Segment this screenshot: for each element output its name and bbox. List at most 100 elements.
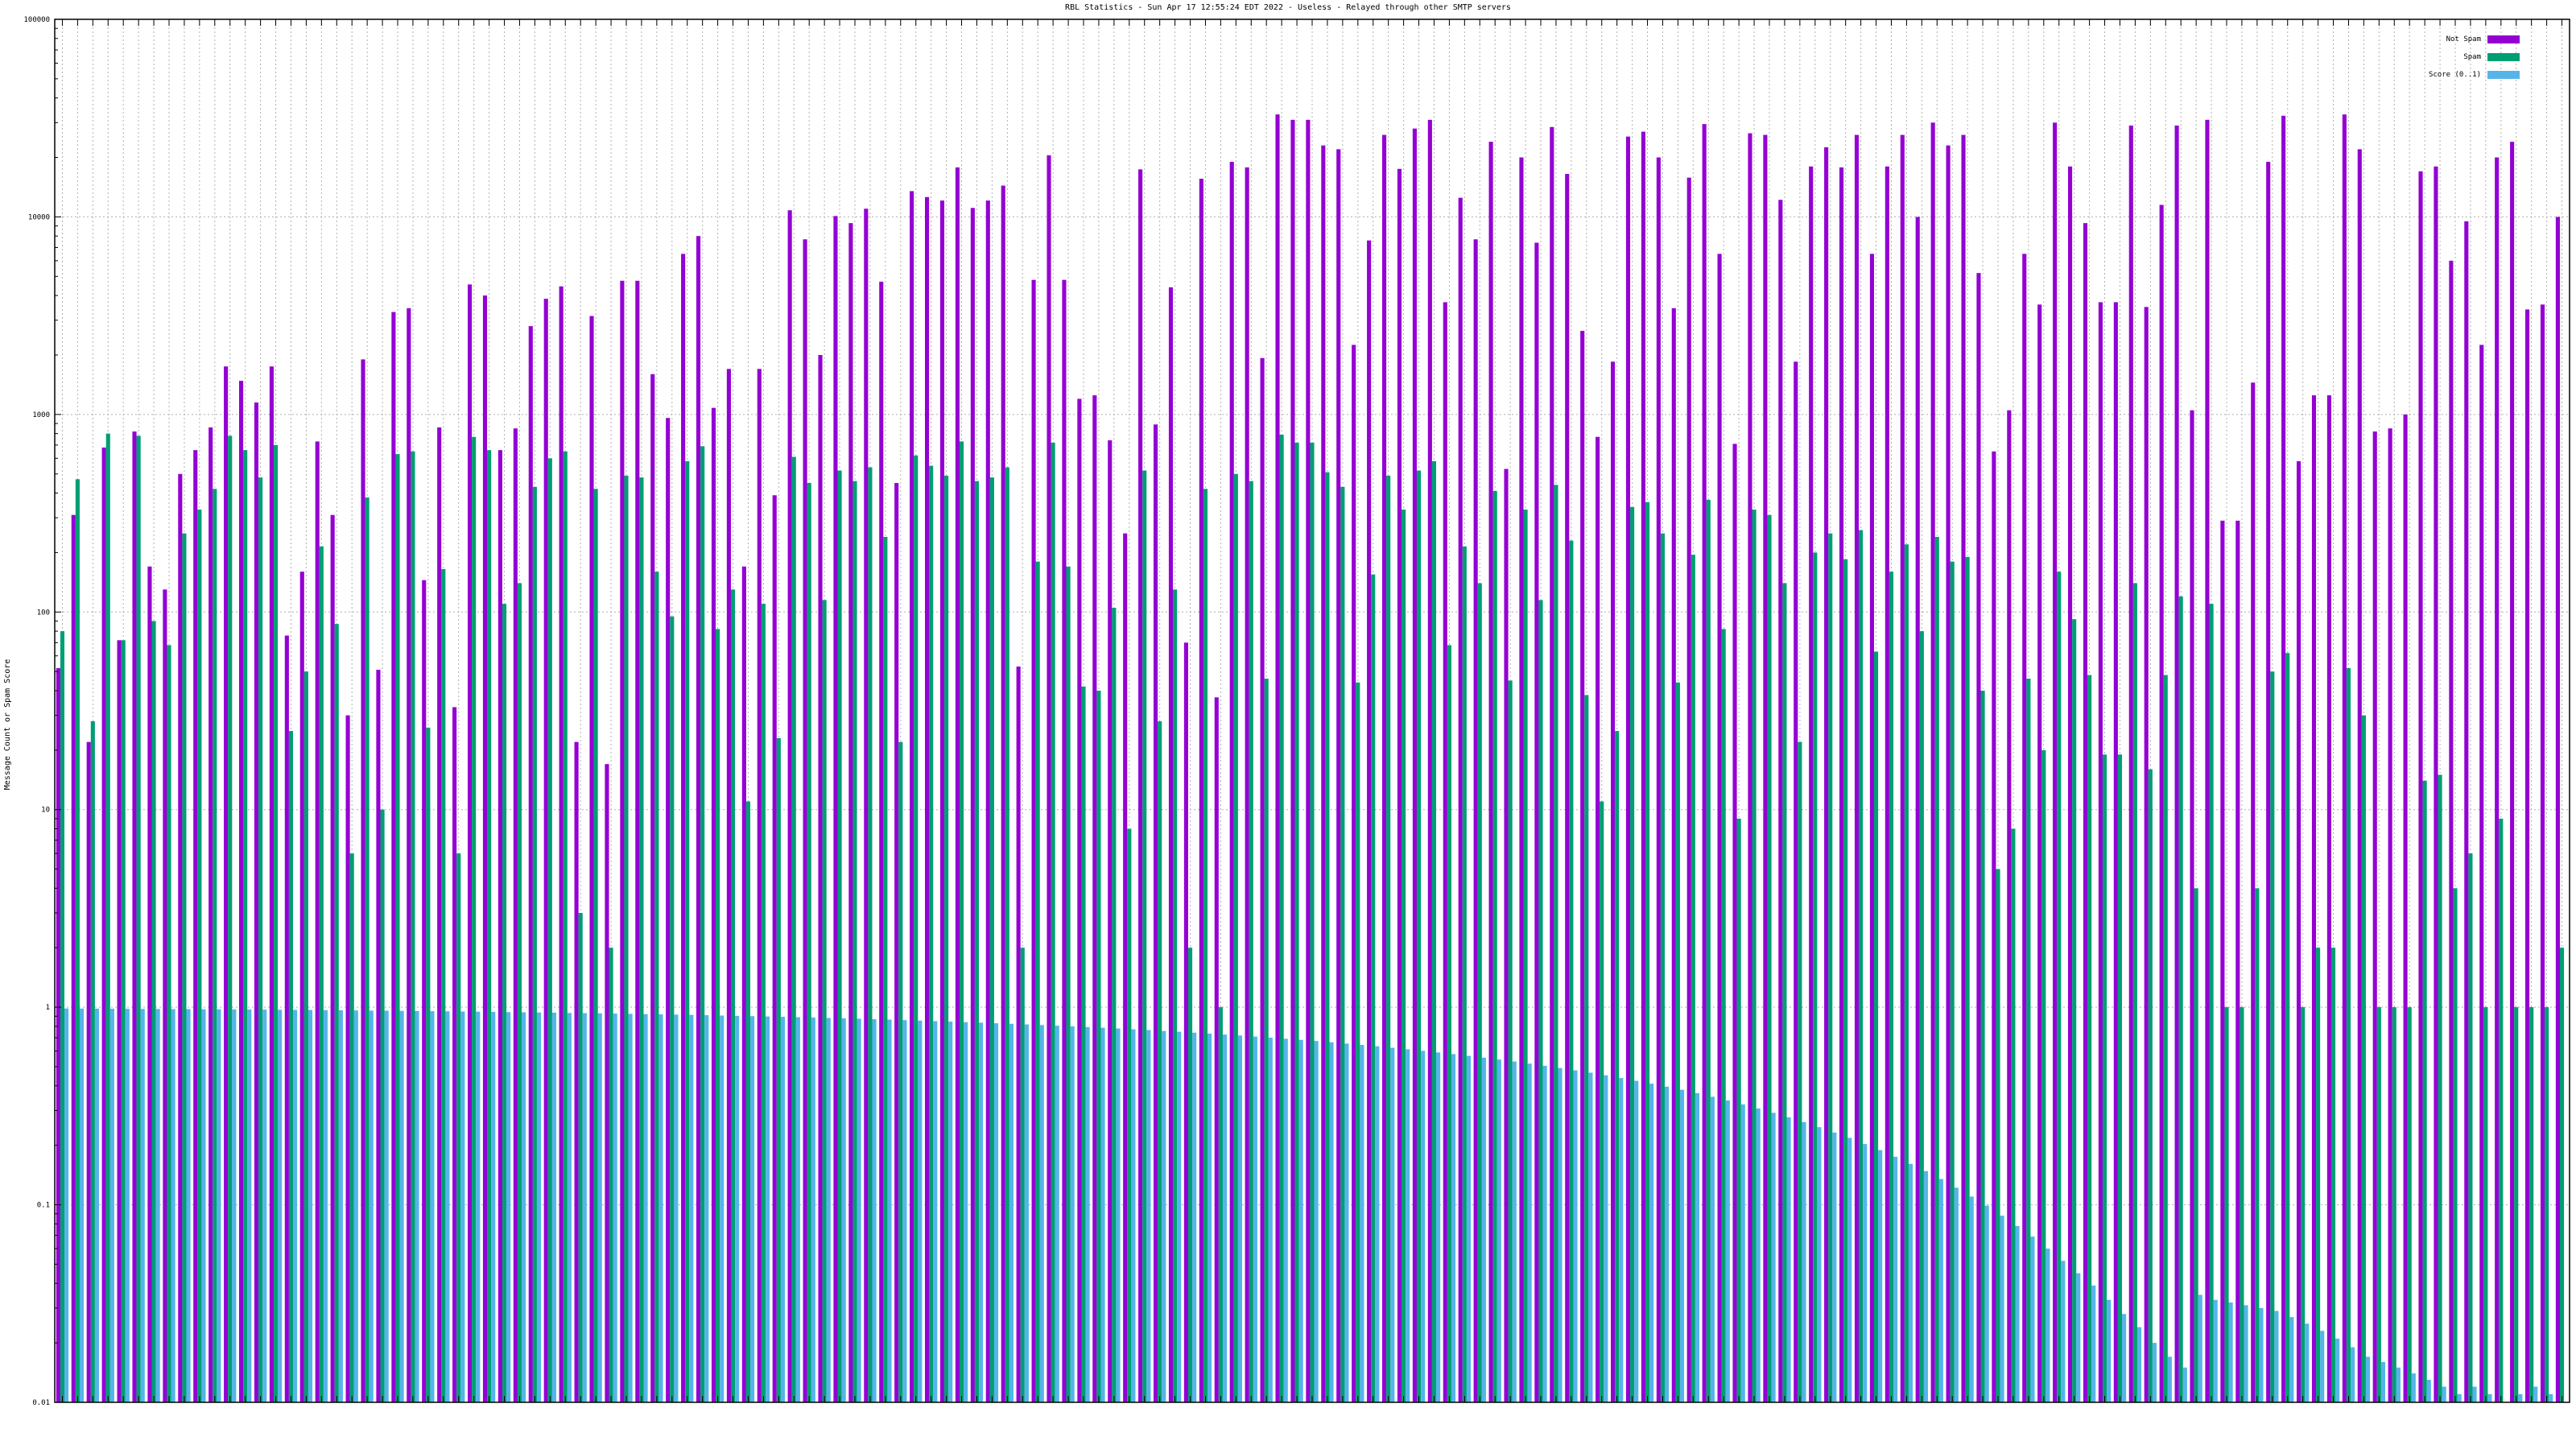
not-spam-bar [2540,304,2545,1403]
score-bar [689,1014,694,1402]
spam-bar [1218,1007,1223,1402]
spam-bar [1264,679,1269,1402]
score-bar [2320,1331,2325,1402]
score-bar [2015,1226,2020,1402]
score-bar [628,1013,633,1402]
spam-bar [1615,731,1620,1402]
spam-bar [517,583,522,1402]
not-spam-bar [681,254,686,1402]
spam-bar [1569,540,1574,1403]
not-spam-bar [864,208,869,1402]
not-spam-bar [2190,410,2194,1402]
not-spam-bar [1900,134,1905,1402]
spam-bar [2483,1007,2488,1402]
not-spam-bar [2342,114,2347,1403]
spam-bar [898,741,903,1402]
plot-frame [54,19,2570,1403]
spam-bar [1402,510,1406,1402]
not-spam-bar [1412,128,1417,1402]
not-spam-bar [1062,279,1067,1402]
spam-bar [807,482,811,1402]
score-bar [826,1018,831,1402]
spam-bar [685,460,690,1402]
spam-bar [1584,695,1589,1402]
spam-bar [868,467,873,1402]
not-spam-bar [1596,436,1600,1402]
spam-bar [1904,544,1909,1403]
score-bar [1863,1144,1868,1402]
score-bar [2533,1386,2538,1402]
not-spam-bar [1854,134,1860,1402]
score-bar [2046,1249,2050,1402]
not-spam-bar [803,239,807,1402]
score-bar [2152,1343,2157,1402]
score-bar [1451,1054,1456,1402]
not-spam-bar [666,418,671,1403]
spam-bar [1477,583,1482,1402]
not-spam-bar [1183,642,1188,1402]
spam-bar [2240,1007,2244,1402]
score-bar [1100,1027,1105,1402]
not-spam-bar [1839,167,1844,1402]
not-spam-bar [1077,398,1082,1402]
score-bar [536,1012,542,1402]
not-spam-bar [163,589,167,1402]
spam-bar [974,481,980,1402]
not-spam-bar [1046,155,1051,1402]
spam-bar [228,436,233,1402]
score-bar [1116,1028,1121,1402]
score-bar [186,1009,191,1402]
spam-bar [2514,1007,2519,1402]
spam-bar [791,456,796,1402]
score-bar [2122,1314,2127,1402]
spam-bar [776,737,781,1402]
spam-bar [2330,947,2336,1402]
not-spam-bar [2281,115,2286,1403]
score-bar [2457,1393,2462,1402]
not-spam-bar [1961,134,1966,1402]
not-spam-bar [1671,308,1676,1402]
spam-bar [349,853,354,1402]
not-spam-bar [726,369,731,1403]
not-spam-bar [361,359,365,1402]
not-spam-bar [1229,162,1234,1402]
score-bar [1360,1045,1364,1402]
score-bar [902,1020,907,1402]
not-spam-bar [178,473,183,1402]
score-bar [369,1010,374,1402]
score-bar [1237,1035,1243,1402]
not-spam-bar [894,482,899,1402]
legend-swatch [2487,71,2520,79]
score-bar [2259,1307,2264,1402]
score-bar [171,1009,175,1402]
score-bar [2228,1302,2233,1402]
spam-bar [1736,818,1741,1402]
score-bar [247,1009,252,1402]
score-bar [1786,1117,1791,1402]
spam-bar [1965,556,1970,1403]
score-bar [613,1013,617,1402]
score-bar [964,1022,968,1402]
spam-bar [288,731,294,1402]
score-bar [1756,1108,1761,1402]
not-spam-bar [2326,395,2331,1403]
not-spam-bar [1397,168,1402,1403]
not-spam-bar [2037,304,2042,1403]
legend-label: Not Spam [2446,35,2481,43]
spam-bar [2087,675,2092,1402]
spam-bar [213,489,217,1402]
not-spam-bar [1946,145,1951,1402]
score-bar [1938,1179,1943,1402]
score-bar [338,1009,343,1402]
not-spam-bar [2418,171,2423,1402]
score-bar [1436,1052,1441,1402]
score-bar [2518,1393,2523,1402]
spam-bar [1279,434,1284,1402]
score-bar [567,1013,572,1402]
score-bar [2182,1367,2187,1402]
score-bar [2213,1299,2218,1402]
not-spam-bar [1992,451,1996,1402]
score-bar [1466,1055,1472,1402]
score-bar [2091,1285,2096,1402]
spam-bar [319,546,324,1402]
